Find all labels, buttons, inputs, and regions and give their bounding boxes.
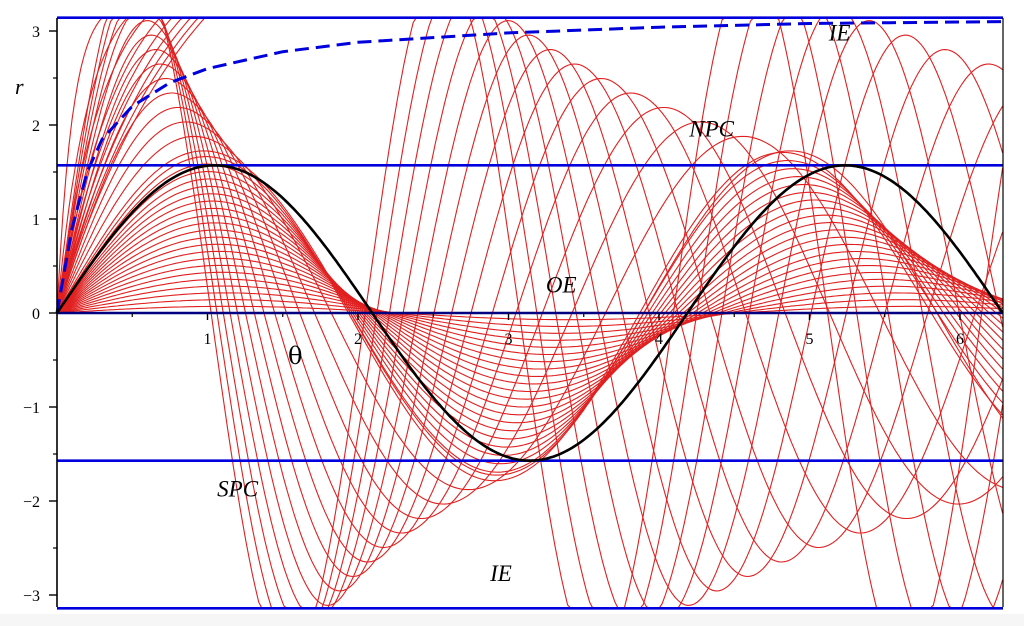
trajectory-curve — [56, 305, 1003, 321]
trajectory-curve — [56, 222, 1003, 408]
trajectory-curve — [56, 17, 193, 314]
trajectory-family — [56, 17, 1004, 609]
trajectory-curve — [56, 49, 1004, 578]
trajectory-curve — [56, 135, 1003, 491]
x-tick-label: 4 — [655, 331, 663, 348]
trajectory-curve — [56, 17, 208, 314]
trajectory-curve — [56, 271, 1003, 356]
separatrix-dashed-curve — [55, 20, 1003, 314]
y-tick-label: 0 — [32, 306, 40, 323]
region-label-oe: OE — [546, 272, 577, 297]
x-tick-label: 5 — [806, 331, 814, 348]
trajectory-curve — [56, 17, 130, 314]
trajectory-curve — [56, 199, 1003, 432]
x-tick-label: 3 — [505, 331, 513, 348]
y-tick-label: −1 — [23, 400, 40, 417]
trajectory-curve — [56, 285, 1003, 341]
trajectory-curve — [56, 207, 1003, 424]
trajectory-curve — [56, 63, 1003, 563]
region-labels: IE NPC OE SPC IE — [217, 20, 850, 586]
trajectory-curve — [56, 214, 1003, 416]
trajectory-curve — [56, 176, 1004, 456]
reference-black-curve — [55, 163, 1004, 463]
trajectory-curve — [56, 92, 1004, 534]
trajectory-curve — [56, 191, 1004, 440]
region-label-ie: IE — [489, 561, 512, 586]
trajectory-curve — [56, 77, 1004, 549]
trajectory-curve — [56, 150, 1004, 476]
trajectory-curve — [56, 292, 1003, 334]
region-label-spc: SPC — [217, 476, 259, 501]
trajectory-curve — [56, 17, 148, 314]
trajectory-curve — [56, 17, 1004, 609]
region-label-ie: IE — [828, 20, 851, 45]
region-label-npc: NPC — [688, 116, 734, 141]
trajectory-curve — [56, 264, 1003, 363]
y-axis-ticks: −3 −2 −1 0 1 2 3 — [23, 24, 57, 605]
y-tick-label: −2 — [23, 494, 40, 511]
y-tick-label: 3 — [32, 24, 40, 41]
x-tick-label: 2 — [354, 331, 362, 348]
bottom-strip — [0, 614, 1024, 626]
y-tick-label: 2 — [32, 118, 40, 135]
x-axis-label: θ — [288, 342, 302, 370]
trajectory-curve — [56, 250, 1003, 377]
trajectory-curve — [56, 17, 1004, 609]
y-axis-label: r — [15, 74, 24, 99]
x-tick-label: 1 — [204, 331, 212, 348]
trajectory-curve — [56, 17, 1004, 609]
y-tick-label: −3 — [23, 588, 40, 605]
trajectory-curve — [56, 183, 1004, 448]
trajectory-curve — [56, 17, 184, 314]
x-axis-ticks: 1 2 3 4 5 6 — [131, 313, 964, 348]
trajectory-curve — [56, 17, 175, 314]
x-tick-label: 6 — [956, 331, 964, 348]
trajectory-curve — [56, 17, 103, 314]
y-tick-label: 1 — [32, 212, 40, 229]
trajectory-curve — [56, 17, 199, 314]
trajectory-curve — [56, 168, 1004, 465]
trajectory-curve — [56, 20, 1004, 606]
